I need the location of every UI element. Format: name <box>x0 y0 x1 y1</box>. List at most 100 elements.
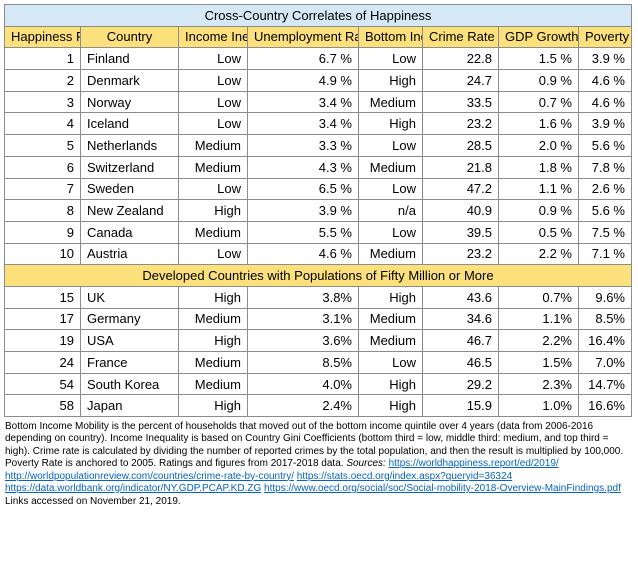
cell-country: Norway <box>80 90 179 114</box>
table-notes: Bottom Income Mobility is the percent of… <box>4 421 631 508</box>
cell-mobility: n/a <box>358 199 423 222</box>
cell-rank: 7 <box>4 177 81 201</box>
cell-rank: 15 <box>4 285 81 309</box>
cell-unemployment: 6.7 % <box>247 47 359 71</box>
happiness-table-sheet: Cross-Country Correlates of Happiness Ha… <box>4 4 632 508</box>
source-link-world-bank[interactable]: https://data.worldbank.org/indicator/NY.… <box>5 483 262 495</box>
source-link-oecd-mobility[interactable]: https://www.oecd.org/social/soc/Social-m… <box>264 483 621 495</box>
cell-gdp-growth: 0.9 % <box>498 199 579 222</box>
cell-crime-rate: 47.2 <box>422 177 499 201</box>
cell-crime-rate: 29.2 <box>422 372 499 396</box>
cell-rank: 4 <box>4 112 81 136</box>
cell-income-inequality: Medium <box>178 220 248 244</box>
cell-poverty-rate: 7.8 % <box>578 155 632 179</box>
cell-mobility: Low <box>358 220 423 244</box>
cell-unemployment: 3.4 % <box>247 112 359 136</box>
cell-country: Iceland <box>80 112 179 136</box>
cell-rank: 19 <box>4 329 81 352</box>
cell-mobility: Low <box>358 351 423 374</box>
cell-country: Sweden <box>80 177 179 201</box>
cell-mobility: Low <box>358 177 423 201</box>
cell-unemployment: 4.0% <box>247 372 359 396</box>
cell-income-inequality: Low <box>178 177 248 201</box>
cell-gdp-growth: 1.6 % <box>498 112 579 136</box>
cell-gdp-growth: 1.5% <box>498 351 579 374</box>
table-row: 24 France Medium 8.5% Low 46.5 1.5% 7.0% <box>4 351 632 374</box>
cell-crime-rate: 23.2 <box>422 112 499 136</box>
cell-mobility: High <box>358 69 423 92</box>
cell-unemployment: 4.3 % <box>247 155 359 179</box>
cell-mobility: High <box>358 285 423 309</box>
cell-poverty-rate: 16.6% <box>578 394 632 418</box>
cell-poverty-rate: 4.6 % <box>578 69 632 92</box>
cell-poverty-rate: 3.9 % <box>578 47 632 71</box>
cell-crime-rate: 43.6 <box>422 285 499 309</box>
cell-unemployment: 5.5 % <box>247 220 359 244</box>
cell-country: France <box>80 351 179 374</box>
table-row: 9 Canada Medium 5.5 % Low 39.5 0.5 % 7.5 % <box>4 220 632 244</box>
header-income-inequality: Income Inequality <box>178 25 248 49</box>
cell-gdp-growth: 1.1% <box>498 307 579 331</box>
source-link-crime-rate[interactable]: http://worldpopulationreview.com/countri… <box>5 470 295 482</box>
cell-gdp-growth: 0.9 % <box>498 69 579 92</box>
cell-country: USA <box>80 329 179 352</box>
cell-rank: 9 <box>4 220 81 244</box>
cell-poverty-rate: 9.6% <box>578 285 632 309</box>
links-accessed-note: Links accessed on November 21, 2019. <box>5 495 181 507</box>
cell-crime-rate: 15.9 <box>422 394 499 418</box>
cell-poverty-rate: 3.9 % <box>578 112 632 136</box>
cell-poverty-rate: 7.0% <box>578 351 632 374</box>
cell-poverty-rate: 7.5 % <box>578 220 632 244</box>
cell-gdp-growth: 1.0% <box>498 394 579 418</box>
cell-mobility: High <box>358 112 423 136</box>
cell-rank: 6 <box>4 155 81 179</box>
cell-income-inequality: Low <box>178 112 248 136</box>
cell-crime-rate: 46.5 <box>422 351 499 374</box>
cell-income-inequality: Medium <box>178 372 248 396</box>
cell-mobility: Low <box>358 47 423 71</box>
cell-poverty-rate: 4.6 % <box>578 90 632 114</box>
cell-unemployment: 3.4 % <box>247 90 359 114</box>
cell-gdp-growth: 2.2% <box>498 329 579 352</box>
cell-income-inequality: Medium <box>178 351 248 374</box>
source-link-oecd-stats[interactable]: https://stats.oecd.org/index.aspx?queryi… <box>296 470 513 482</box>
cell-mobility: Medium <box>358 242 423 266</box>
header-unemployment-rate: Unemployment Rate <box>247 25 359 49</box>
cell-country: Canada <box>80 220 179 244</box>
cell-income-inequality: Low <box>178 69 248 92</box>
cell-unemployment: 2.4% <box>247 394 359 418</box>
section-row: Developed Countries with Populations of … <box>4 264 632 287</box>
cell-mobility: Medium <box>358 307 423 331</box>
cell-gdp-growth: 0.5 % <box>498 220 579 244</box>
cell-income-inequality: Medium <box>178 155 248 179</box>
cell-country: Austria <box>80 242 179 266</box>
header-bottom-income-mobility: Bottom Income Mobility <box>358 25 423 49</box>
cell-mobility: Medium <box>358 329 423 352</box>
table-row: 5 Netherlands Medium 3.3 % Low 28.5 2.0 % 5.6 % <box>4 134 632 157</box>
cell-country: Switzerland <box>80 155 179 179</box>
cell-unemployment: 4.6 % <box>247 242 359 266</box>
table-row: 17 Germany Medium 3.1% Medium 34.6 1.1% 8.5% <box>4 307 632 331</box>
cell-country: UK <box>80 285 179 309</box>
cell-unemployment: 3.6% <box>247 329 359 352</box>
cell-rank: 24 <box>4 351 81 374</box>
notes-text: Bottom Income Mobility is the percent of… <box>5 421 624 470</box>
cell-income-inequality: High <box>178 394 248 418</box>
header-poverty-rate: Poverty Rate <box>578 25 632 49</box>
cell-gdp-growth: 1.8 % <box>498 155 579 179</box>
cell-country: Germany <box>80 307 179 331</box>
cell-income-inequality: Medium <box>178 134 248 157</box>
cell-income-inequality: High <box>178 199 248 222</box>
title-row: Cross-Country Correlates of Happiness <box>4 4 632 27</box>
cell-rank: 10 <box>4 242 81 266</box>
cell-gdp-growth: 1.5 % <box>498 47 579 71</box>
cell-income-inequality: High <box>178 329 248 352</box>
header-happiness-rank: Happiness Rank <box>4 25 81 49</box>
cell-rank: 54 <box>4 372 81 396</box>
cell-crime-rate: 39.5 <box>422 220 499 244</box>
cell-income-inequality: Low <box>178 242 248 266</box>
cell-rank: 2 <box>4 69 81 92</box>
cell-crime-rate: 34.6 <box>422 307 499 331</box>
source-link-world-happiness[interactable]: https://worldhappiness.report/ed/2019/ <box>388 458 559 470</box>
cell-rank: 8 <box>4 199 81 222</box>
